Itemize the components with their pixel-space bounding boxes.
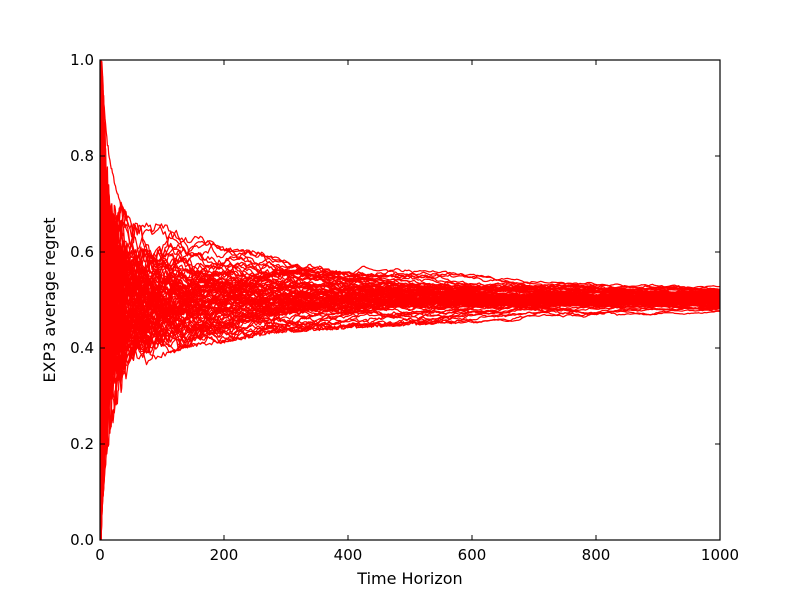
regret-series-line	[100, 60, 720, 319]
y-tick-label: 0.6	[70, 243, 94, 261]
series-lines	[100, 60, 720, 540]
regret-series-line	[100, 62, 720, 342]
y-tick-label: 0.0	[70, 531, 94, 549]
y-tick-label: 1.0	[70, 51, 94, 69]
y-axis: 0.0 0.2 0.4 0.6 0.8 1.0	[70, 51, 720, 549]
regret-series-line	[100, 194, 720, 344]
regret-series-line	[100, 171, 720, 537]
x-tick-label: 800	[582, 546, 611, 564]
plot-area	[99, 59, 721, 541]
regret-series-line	[100, 221, 720, 540]
regret-series-line	[100, 281, 720, 407]
x-axis-label: Time Horizon	[356, 569, 462, 588]
y-tick-label: 0.8	[70, 147, 94, 165]
y-tick-label: 0.4	[70, 339, 94, 357]
regret-series-line	[100, 221, 720, 461]
y-axis-label: EXP3 average regret	[40, 217, 59, 382]
x-tick-label: 0	[95, 546, 105, 564]
x-tick-label: 1000	[701, 546, 739, 564]
x-tick-label: 400	[334, 546, 363, 564]
y-tick-label: 0.2	[70, 435, 94, 453]
axes-frame	[99, 59, 721, 541]
regret-series-line	[100, 300, 720, 469]
x-tick-label: 600	[458, 546, 487, 564]
x-tick-label: 200	[210, 546, 239, 564]
x-axis: 0 200 400 600 800 1000	[95, 60, 739, 564]
